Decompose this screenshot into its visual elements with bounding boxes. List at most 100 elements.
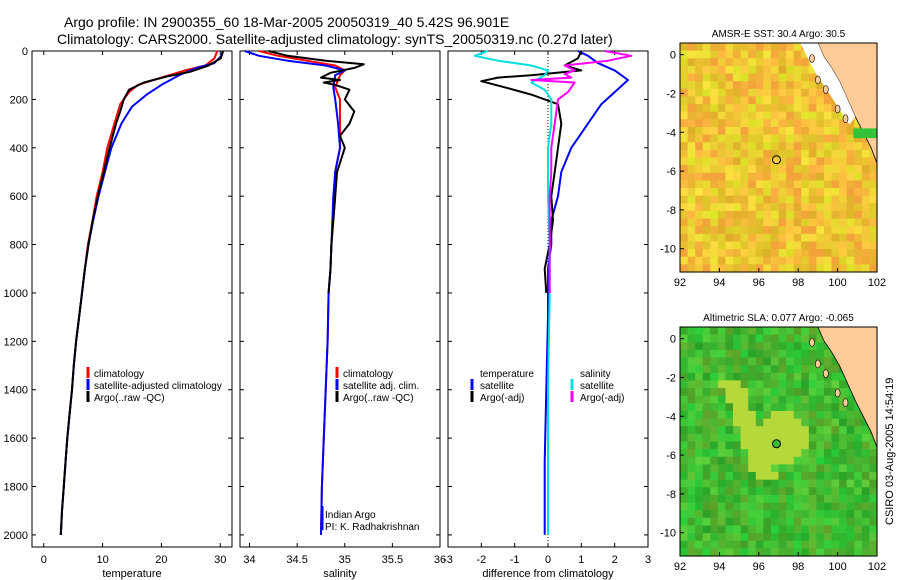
map-cell [770,149,780,159]
map-cell [801,180,810,189]
map-cell [846,388,855,397]
map-cell [702,411,711,420]
map-cell [755,127,764,136]
map-cell [831,233,840,242]
map-cell [755,157,764,166]
map-cell [854,449,863,458]
map-cell [717,510,727,519]
map-cell [839,426,848,435]
map-cell [740,456,749,465]
map-cell [725,327,734,336]
x-tick-label: 96 [753,561,765,573]
map-cell [725,502,734,511]
map-cell [733,73,742,82]
map-cell [725,525,734,534]
map-cell [725,372,734,381]
map-cell [854,180,863,189]
map-cell [778,449,787,458]
map-cell [695,349,704,359]
map-cell [846,487,855,496]
map-cell [680,119,689,128]
map-cell [846,525,855,534]
map-cell [680,464,689,473]
map-cell [695,256,704,265]
map-cell [748,403,757,412]
map-cell [816,96,825,105]
map-cell [695,388,704,397]
map-cell [816,264,825,273]
map-cell [710,149,719,159]
map-cell [770,104,780,113]
map-cell [733,172,742,181]
map-cell [801,510,810,519]
map-cell [733,464,742,473]
map-cell [824,195,833,204]
map-cell [755,357,764,366]
map-cell [733,180,742,189]
map-cell [808,494,817,504]
map-cell [793,58,802,67]
map-cell [725,510,734,519]
map-cell [725,203,734,212]
map-cell [839,510,848,519]
map-cell [786,472,795,481]
map-cell [725,50,734,59]
map-cell [846,517,855,526]
map-cell [793,349,802,359]
map-cell [770,479,780,488]
map-cell [687,226,696,235]
map-cell [854,487,863,496]
map-cell [839,165,848,174]
map-frame [679,42,878,273]
map-cell [793,233,802,242]
map-cell [831,134,840,143]
map-cell [687,502,696,511]
map-cell [702,380,711,389]
map-cell [854,479,863,488]
map-cell [740,441,749,450]
y-tick-label: -8 [666,489,676,501]
map-cell [740,327,749,336]
map-cell [778,533,787,542]
map-cell [717,264,727,273]
map-cell [793,510,802,519]
map-cell [733,134,742,143]
map-cell [680,525,689,534]
map-cell [816,88,825,97]
map-cell [824,372,833,381]
map-cell [702,464,711,473]
map-cell [748,65,757,75]
map-cell [695,58,704,67]
map-cell [733,349,742,359]
map-cell [793,464,802,473]
map-cell [824,88,833,97]
map-cell [740,411,749,420]
map-cell [710,456,719,465]
map-cell [831,472,840,481]
map-cell [687,403,696,412]
map-cell [740,210,749,220]
map-cell [786,157,795,166]
map-cell [748,540,757,549]
map-cell [869,256,878,265]
map-cell [801,388,810,397]
map-cell [778,142,787,151]
map-cell [778,226,787,235]
map-cell [755,525,764,534]
map-cell [763,65,772,75]
map-cell [680,218,689,227]
map-cell [786,479,795,488]
map-cell [687,456,696,465]
map-cell [687,264,696,273]
map-cell [801,426,810,435]
map-cell [778,180,787,189]
map-cell [824,172,833,181]
map-cell [793,111,802,120]
argo-location-marker [772,155,781,165]
map-cell [680,43,689,52]
map-cell [687,104,696,113]
map-cell [763,188,772,197]
map-cell [801,540,810,549]
map-cell [680,172,689,181]
map-cell [687,525,696,534]
